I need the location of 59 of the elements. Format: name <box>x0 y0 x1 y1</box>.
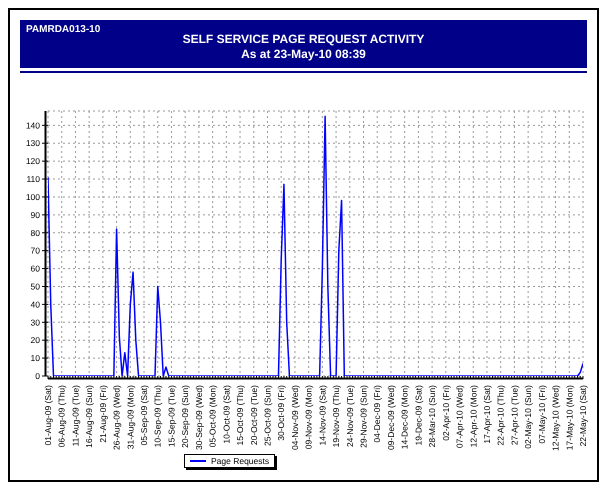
x-tick-label: 19-Dec-09 (Sat) <box>413 384 424 446</box>
x-tick-label: 10-Sep-09 (Thu) <box>152 384 163 448</box>
y-tick-label: 110 <box>26 174 40 184</box>
y-tick-label: 90 <box>30 210 40 220</box>
y-tick-label: 140 <box>26 120 40 130</box>
x-tick-label: 31-Aug-09 (Mon) <box>125 384 136 450</box>
x-tick-label: 17-May-10 (Mon) <box>564 384 574 450</box>
y-tick-label: 20 <box>30 335 40 346</box>
x-tick-label: 05-Sep-09 (Sat) <box>139 384 150 446</box>
x-tick-label: 22-Apr-10 (Thu) <box>496 384 506 446</box>
x-tick-label: 29-Nov-09 (Sun) <box>358 384 369 448</box>
x-tick-label: 16-Aug-09 (Sun) <box>84 384 94 448</box>
x-tick-label: 21-Aug-09 (Fri) <box>98 384 108 443</box>
y-tick-label: 30 <box>30 317 40 328</box>
x-tick-label: 20-Sep-09 (Sun) <box>180 384 190 448</box>
y-tick-label: 80 <box>30 228 40 238</box>
y-tick-label: 130 <box>26 138 40 148</box>
chart-title: SELF SERVICE PAGE REQUEST ACTIVITY <box>182 32 424 46</box>
x-tick-label: 17-Apr-10 (Sat) <box>482 384 492 444</box>
y-tick-label: 10 <box>30 353 40 364</box>
x-tick-label: 02-Apr-10 (Fri) <box>440 384 451 441</box>
x-tick-label: 30-Oct-09 (Fri) <box>276 384 286 441</box>
x-tick-label: 14-Dec-09 (Mon) <box>400 384 410 450</box>
x-tick-label: 15-Oct-09 (Thu) <box>235 384 246 446</box>
x-tick-label: 30-Sep-09 (Wed) <box>194 384 204 450</box>
x-tick-label: 07-May-10 (Fri) <box>536 384 547 444</box>
x-tick-label: 09-Nov-09 (Mon) <box>304 384 314 450</box>
text: PAMRDA013-10 <box>26 24 100 35</box>
x-tick-label: 12-Apr-10 (Mon) <box>468 384 478 448</box>
x-tick-label: 07-Apr-10 (Wed) <box>454 384 465 448</box>
y-tick-label: 0 <box>35 371 40 382</box>
x-tick-label: 28-Mar-10 (Sun) <box>427 384 438 448</box>
y-tick-label: 60 <box>30 264 40 274</box>
x-tick-label: 01-Aug-09 (Sat) <box>43 384 53 446</box>
y-tick-label: 120 <box>26 156 40 166</box>
x-tick-label: 25-Oct-09 (Sun) <box>262 384 272 446</box>
x-tick-label: 26-Aug-09 (Wed) <box>112 384 122 450</box>
y-tick-label: 100 <box>26 192 40 202</box>
x-tick-label: 02-May-10 (Sun) <box>523 384 534 449</box>
x-tick-label: 05-Oct-09 (Mon) <box>208 384 218 448</box>
x-tick-label: 14-Nov-09 (Sat) <box>317 384 328 446</box>
chart-subtitle: As at 23-May-10 08:39 <box>240 47 367 62</box>
x-tick-label: 11-Aug-09 (Tue) <box>70 384 80 446</box>
x-tick-label: 09-Dec-09 (Wed) <box>386 384 396 450</box>
legend-label: Page Requests <box>210 456 270 466</box>
x-tick-label: 19-Nov-09 (Thu) <box>331 384 342 448</box>
x-tick-label: 20-Oct-09 (Tue) <box>248 384 259 446</box>
x-tick-label: 04-Dec-09 (Fri) <box>372 384 382 443</box>
y-tick-label: 70 <box>30 246 40 256</box>
x-tick-label: 22-May-10 (Sat) <box>578 384 588 446</box>
y-tick-label: 50 <box>30 281 40 292</box>
x-tick-label: 12-May-10 (Wed) <box>550 384 561 451</box>
x-tick-label: 10-Oct-09 (Sat) <box>221 384 232 444</box>
x-tick-label: 27-Apr-10 (Tue) <box>509 384 520 446</box>
x-tick-label: 04-Nov-09 (Wed) <box>290 384 300 450</box>
x-tick-label: 24-Nov-09 (Tue) <box>344 384 355 448</box>
x-tick-label: 06-Aug-09 (Thu) <box>56 384 67 448</box>
x-tick-label: 15-Sep-09 (Tue) <box>166 384 176 448</box>
y-tick-label: 40 <box>30 299 40 310</box>
